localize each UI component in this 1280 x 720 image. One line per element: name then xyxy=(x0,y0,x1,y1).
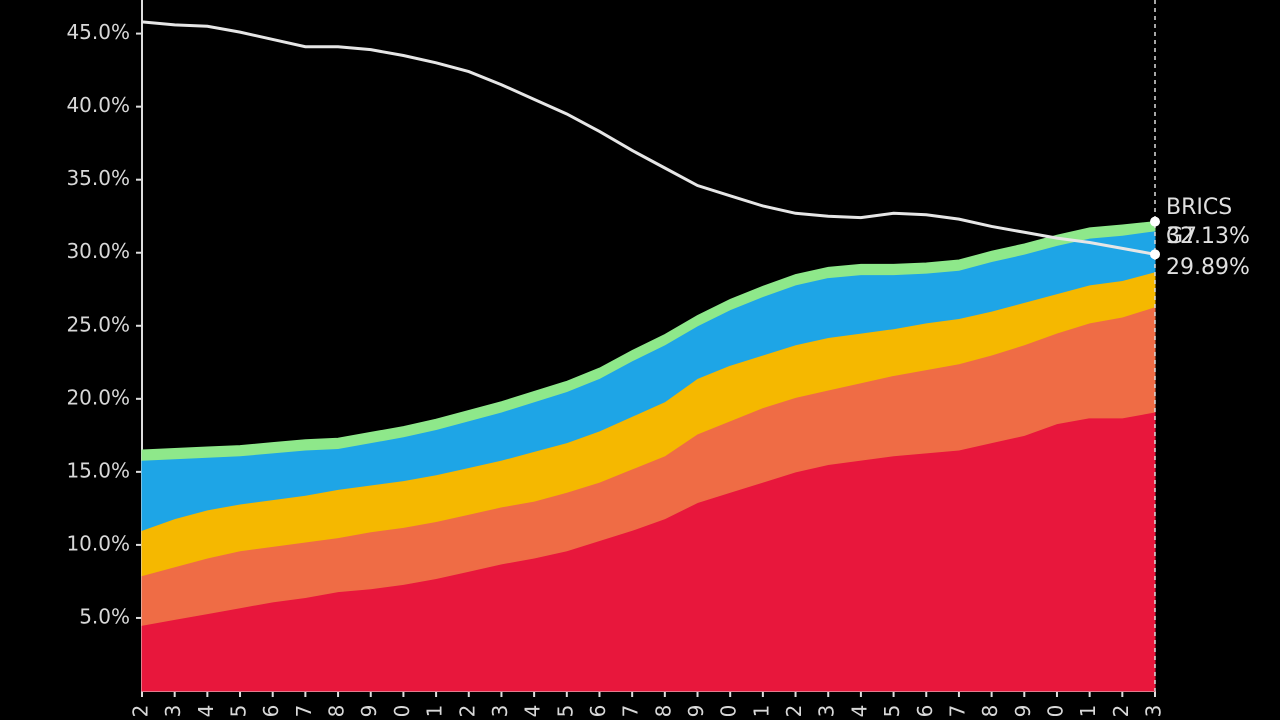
y-tick-label: 5.0% xyxy=(79,604,130,628)
x-tick-label: 7 xyxy=(945,705,969,718)
x-tick-label: 7 xyxy=(292,705,316,718)
x-tick-label: 6 xyxy=(259,705,283,718)
x-tick-label: 7 xyxy=(619,705,643,718)
y-tick-label: 15.0% xyxy=(66,458,130,482)
annotation: BRICS xyxy=(1166,195,1232,220)
x-tick-label: 9 xyxy=(684,705,708,718)
y-tick-label: 10.0% xyxy=(66,531,130,555)
x-tick-label: 4 xyxy=(521,705,545,718)
x-tick-label: 6 xyxy=(586,705,610,718)
annotation: 32.13% xyxy=(1166,224,1250,249)
x-tick-label: 0 xyxy=(1043,705,1067,718)
x-tick-label: 0 xyxy=(390,705,414,718)
x-tick-label: 1 xyxy=(1076,705,1100,718)
x-tick-label: 1 xyxy=(423,705,447,718)
x-tick-label: 2 xyxy=(782,705,806,718)
x-tick-label: 3 xyxy=(815,705,839,718)
x-tick-label: 4 xyxy=(194,705,218,718)
g7-line xyxy=(141,20,1156,256)
x-tick-label: 8 xyxy=(978,705,1002,718)
x-tick-label: 2 xyxy=(1109,705,1133,718)
x-tick-label: 0 xyxy=(717,705,741,718)
y-tick-label: 35.0% xyxy=(66,166,130,190)
y-tick-label: 45.0% xyxy=(66,20,130,44)
x-tick-label: 8 xyxy=(325,705,349,718)
x-tick-label: 9 xyxy=(357,705,381,718)
x-tick-label: 6 xyxy=(913,705,937,718)
y-tick-label: 25.0% xyxy=(66,312,130,336)
x-tick-label: 4 xyxy=(847,705,871,718)
x-tick-label: 5 xyxy=(227,705,251,718)
y-tick-label: 40.0% xyxy=(66,93,130,117)
x-tick-label: 3 xyxy=(161,705,185,718)
annotation: 29.89% xyxy=(1166,255,1250,280)
x-tick-label: 3 xyxy=(488,705,512,718)
annotation: G7 xyxy=(1166,224,1197,249)
x-tick-label: 9 xyxy=(1011,705,1035,718)
y-tick-label: 20.0% xyxy=(66,385,130,409)
x-tick-label: 2 xyxy=(129,705,153,718)
g7-dot xyxy=(1150,249,1160,260)
x-tick-label: 5 xyxy=(880,705,904,718)
x-tick-label: 8 xyxy=(651,705,675,718)
x-tick-label: 5 xyxy=(553,705,577,718)
brics-dot xyxy=(1150,216,1160,227)
area xyxy=(141,221,1156,461)
x-tick-label: 2 xyxy=(455,705,479,718)
y-tick-label: 30.0% xyxy=(66,239,130,263)
x-tick-label: 3 xyxy=(1142,705,1166,718)
x-tick-label: 1 xyxy=(749,705,773,718)
